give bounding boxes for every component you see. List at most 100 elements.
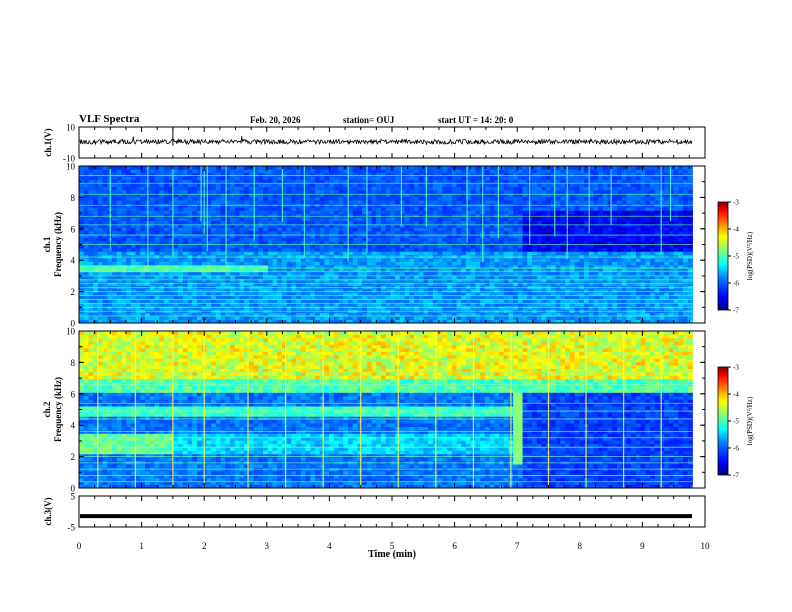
spec1-cell	[135, 193, 141, 198]
spec1-cell	[371, 230, 377, 235]
spec1-cell	[225, 312, 231, 317]
spec1-cell	[83, 268, 89, 273]
spec1-cell	[329, 288, 335, 293]
spec1-cell	[291, 275, 297, 280]
spec1-cell	[517, 319, 523, 324]
spec1-cell	[154, 217, 160, 222]
spec1-cell	[560, 288, 566, 293]
spec1-cell	[541, 227, 547, 232]
spec1-cell	[168, 258, 174, 262]
spec1-cell	[352, 169, 358, 174]
spec1-cell	[418, 299, 424, 303]
spec1-cell	[234, 271, 240, 276]
spec1-cell	[215, 227, 221, 232]
spec1-cell	[347, 251, 354, 256]
spec1-cell	[310, 268, 316, 273]
spec1-cell	[484, 234, 490, 239]
spec1-cell	[555, 261, 561, 266]
spec1-cell	[470, 251, 476, 256]
spec1-cell	[399, 183, 406, 187]
spec1-cell	[442, 234, 448, 239]
spec1-cell	[272, 302, 278, 307]
spec1-cell	[135, 258, 141, 262]
spec1-cell	[215, 258, 221, 262]
spec1-cell	[79, 264, 85, 269]
spec1-cell	[201, 278, 207, 283]
spec1-cell	[371, 220, 377, 225]
spec1-cell	[451, 299, 457, 303]
spec1-cell	[305, 176, 311, 181]
spec1-cell	[234, 247, 240, 252]
spec1-cell	[399, 189, 406, 194]
spec1-cell	[404, 258, 410, 262]
spec1-cell	[329, 189, 335, 194]
spec1-cell	[102, 213, 108, 218]
spec1-cell	[192, 258, 198, 262]
spec1-cell	[508, 254, 514, 259]
spec1-cell	[107, 302, 113, 307]
spec1-cell	[130, 224, 137, 228]
spec1-cell	[574, 241, 580, 245]
spec1-cell	[149, 210, 155, 215]
spec1-cell	[423, 278, 429, 283]
spec1-cell	[484, 275, 490, 280]
spec1-cell	[395, 288, 401, 293]
spec1-cell	[343, 206, 349, 211]
spec1-cell	[437, 166, 443, 170]
spec1-cell	[112, 169, 118, 174]
spec1-cell	[550, 200, 557, 204]
spec1-cell	[234, 302, 240, 307]
spec1-cell	[513, 186, 519, 191]
spec1-cell	[182, 183, 188, 187]
spec1-cell	[465, 244, 472, 249]
spec1-cell	[395, 261, 401, 266]
spec1-cell	[258, 271, 264, 276]
spec1-cell	[248, 169, 255, 174]
spec1-cell	[225, 189, 231, 194]
spec1-cell	[168, 295, 174, 300]
spec1-cell	[409, 172, 415, 177]
spec1-cell	[347, 213, 354, 218]
spec1-cell	[418, 217, 424, 222]
spec1-cell	[503, 251, 509, 256]
spec1-cell	[97, 237, 103, 242]
spec1-cell	[484, 166, 490, 170]
spec1-cell	[475, 316, 481, 320]
spec1-cell	[532, 302, 538, 307]
spec1-cell	[163, 302, 170, 307]
spec1-cell	[371, 189, 377, 194]
spec1-cell	[263, 186, 269, 191]
spec1-cell	[376, 312, 382, 317]
spec1-cell	[390, 217, 396, 222]
spec1-cell	[333, 176, 339, 181]
spec1-cell	[442, 275, 448, 280]
spec1-cell	[263, 213, 269, 218]
spec1-cell	[343, 241, 349, 245]
spec1-cell	[211, 179, 217, 184]
spec1-cell	[215, 292, 221, 297]
spec1-cell	[404, 295, 410, 300]
spec1-cell	[376, 319, 382, 324]
spec1-cell	[428, 247, 434, 252]
spec1-cell	[418, 189, 424, 194]
spec1-cell	[140, 179, 146, 184]
spec1-cell	[121, 193, 127, 198]
spec1-cell	[173, 169, 179, 174]
spec1-cell	[461, 295, 467, 300]
spec1-cell	[508, 224, 514, 228]
spec1-cell	[560, 268, 566, 273]
spec1-cell	[182, 292, 188, 297]
spec1-cell	[470, 183, 476, 187]
spec1-cell	[305, 210, 311, 215]
spec1-cell	[560, 206, 566, 211]
spec1-cell	[522, 189, 528, 194]
spec1-cell	[286, 247, 292, 252]
spec1-cell	[527, 292, 533, 297]
spec1-cell	[560, 271, 566, 276]
spec1-cell	[461, 316, 467, 320]
spec1-cell	[281, 213, 288, 218]
spec1-cell	[362, 295, 368, 300]
spec1-cell	[154, 288, 160, 293]
spec1-cell	[140, 244, 146, 249]
spec1-cell	[465, 206, 472, 211]
